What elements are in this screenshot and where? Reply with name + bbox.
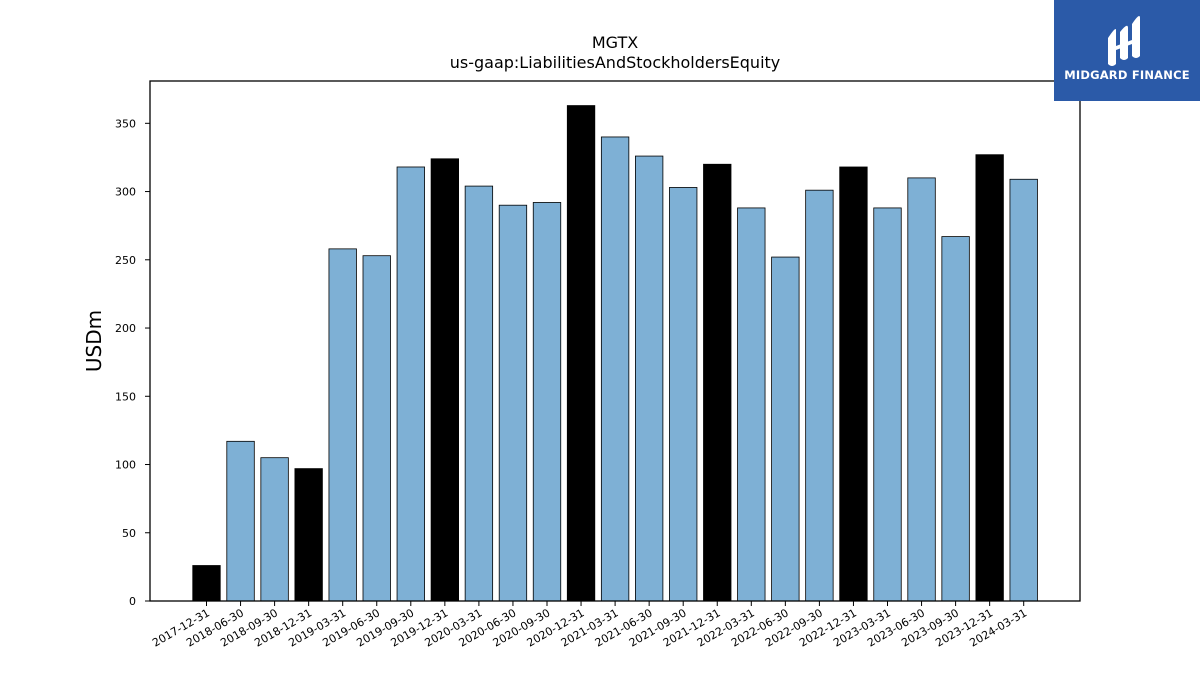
y-axis: 0 50 100 150 200 250 300 350 xyxy=(115,117,150,608)
bar-2019-09-30 xyxy=(396,166,425,602)
chart-title: MGTX xyxy=(592,33,638,52)
bar-2022-06-30 xyxy=(771,256,800,602)
logo-text: MIDGARD FINANCE xyxy=(1064,68,1190,82)
bar-2022-03-31 xyxy=(737,207,766,602)
bar-2020-03-31 xyxy=(464,185,494,602)
bar-2020-09-30 xyxy=(532,202,562,602)
bar-2018-06-30 xyxy=(226,440,255,602)
bar-2021-09-30 xyxy=(669,187,698,602)
y-tick-label: 300 xyxy=(115,186,136,199)
bar-2017-12-31 xyxy=(192,565,221,602)
bar-2022-09-30 xyxy=(805,189,834,602)
bar-2019-06-30 xyxy=(362,255,391,602)
y-tick-label: 0 xyxy=(129,595,136,608)
bar-2022-12-31 xyxy=(839,166,868,602)
plot-frame xyxy=(149,80,1081,602)
bar-2018-12-31 xyxy=(294,468,323,602)
bar-2024-03-31 xyxy=(1009,178,1038,602)
x-axis: 2017-12-312018-06-302018-09-302018-12-31… xyxy=(150,601,1029,650)
bar-2021-03-31 xyxy=(600,136,630,602)
bar-2023-03-31 xyxy=(873,207,902,602)
bar-2020-06-30 xyxy=(498,204,528,602)
midgard-logo-icon xyxy=(1108,16,1140,66)
bar-2023-06-30 xyxy=(907,177,936,602)
brand-logo: MIDGARD FINANCE xyxy=(1054,0,1200,101)
y-tick-label: 350 xyxy=(115,117,136,130)
y-tick-label: 100 xyxy=(115,459,136,472)
bar-2023-12-31 xyxy=(975,154,1004,602)
bar-2021-12-31 xyxy=(703,163,732,602)
bar-2019-12-31 xyxy=(430,158,460,602)
bar-2019-03-31 xyxy=(328,248,357,602)
y-tick-label: 200 xyxy=(115,322,136,335)
y-axis-label: USDm xyxy=(82,310,106,372)
y-tick-label: 250 xyxy=(115,254,136,267)
bar-2021-06-30 xyxy=(635,155,664,602)
bar-2020-12-31 xyxy=(566,105,596,602)
chart-subtitle: us-gaap:LiabilitiesAndStockholdersEquity xyxy=(450,53,781,72)
y-tick-label: 50 xyxy=(122,527,136,540)
bars-group xyxy=(192,105,1038,602)
bar-2018-09-30 xyxy=(260,457,289,602)
bar-2023-09-30 xyxy=(941,236,970,602)
y-tick-label: 150 xyxy=(115,390,136,403)
